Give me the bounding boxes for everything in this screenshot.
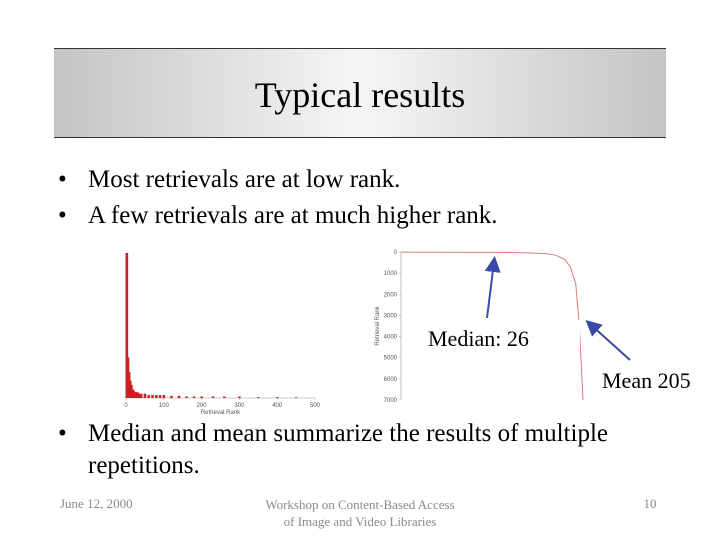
hist-bar [139,393,143,398]
hist-x-tick-label: 200 [197,403,208,409]
hist-x-axis-label: Retrieval Rank [201,410,241,416]
hist-x-tick-label: 0 [124,403,128,409]
curve-y-tick-label: 2000 [384,292,398,298]
curve-y-tick-label: 5000 [384,356,398,362]
footer-conference-line1: Workshop on Content-Based Access [265,497,455,512]
hist-bar [276,397,279,398]
hist-x-tick-label: 300 [234,403,245,409]
hist-bar [238,396,241,398]
hist-bar [151,395,154,398]
hist-bar [158,395,162,398]
hist-bar [257,397,260,398]
footer-conference: Workshop on Content-Based Access of Imag… [240,496,480,530]
median-arrow [484,256,501,319]
hist-bar [170,395,173,398]
curve-y-tick-label: 6000 [384,377,398,383]
hist-bar [223,396,226,398]
hist-bar [125,253,129,398]
hist-bar [200,396,203,398]
bullet-list: Most retrievals are at low rank. A few r… [58,162,498,234]
hist-bar [185,396,188,398]
hist-bar [132,390,135,398]
title-bar [54,48,666,138]
bullet-item: Median and mean summarize the results of… [58,418,658,482]
hist-bar [138,393,141,398]
hist-bar [211,396,215,398]
hist-bar [134,392,137,398]
bullet-item: A few retrievals are at much higher rank… [58,198,498,234]
curve-y-tick-label: 3000 [384,313,398,319]
curve-y-tick-label: 4000 [384,335,398,341]
hist-bar [192,396,196,398]
median-label-box [425,320,580,358]
hist-bar [294,397,298,398]
footer-page-number: 10 [643,496,657,511]
hist-bar [147,395,151,398]
median-annotation: Median: 26 [428,326,529,351]
slide-title: Typical results [254,75,466,115]
curve-y-tick-label: 0 [394,250,398,256]
mean-annotation: Mean 205 [602,368,691,393]
hist-bar [155,395,158,398]
curve-y-axis-label: Retrieval Rank [375,305,381,345]
mean-arrow [585,319,631,361]
curve-y-tick-label: 1000 [384,271,398,277]
footer-date: June 12, 2000 [60,496,133,511]
footer-conference-line2: of Image and Video Libraries [283,514,437,529]
hist-bar [136,392,139,398]
curve-y-tick-label: 7000 [384,398,398,404]
bullet-item: Most retrievals are at low rank. [58,162,498,198]
rank-curve-chart: 0 1000 2000 3000 4000 5000 6000 7000 Retrieval R… [375,250,584,404]
hist-x-tick-label: 500 [310,403,321,409]
hist-bar [177,395,181,398]
hist-x-tick-label: 400 [272,403,283,409]
histogram-chart: 0 100 200 300 400 500 Retrieval Rank [124,253,321,416]
hist-bar [162,395,166,398]
hist-bar [143,393,147,398]
bullet-list-2: Median and mean summarize the results of… [58,418,658,482]
hist-x-tick-label: 100 [159,403,170,409]
curve-series-line [400,251,584,401]
